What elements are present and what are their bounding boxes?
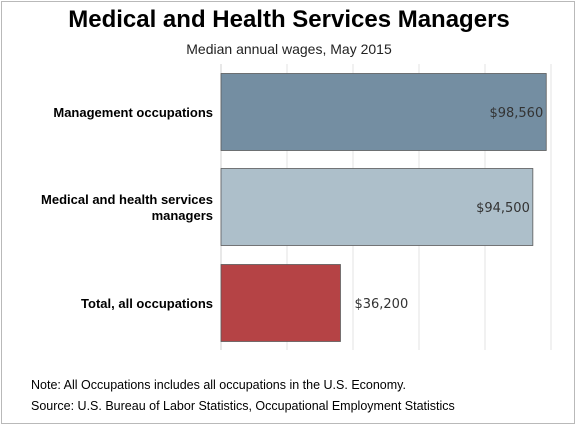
chart-note: Note: All Occupations includes all occup… [31,378,406,392]
category-label: Medical and health services managers [41,192,213,223]
category-label: Total, all occupations [81,296,213,311]
chart-subtitle: Median annual wages, May 2015 [186,41,392,57]
value-label: $98,560 [489,106,543,121]
category-label: Management occupations [53,105,213,120]
value-label: $94,500 [476,201,530,216]
chart-title: Medical and Health Services Managers [68,6,510,33]
chart-source: Source: U.S. Bureau of Labor Statistics,… [31,399,455,413]
bar [220,264,341,342]
bar [220,73,547,151]
bar [220,168,534,246]
value-label: $36,200 [354,297,408,312]
